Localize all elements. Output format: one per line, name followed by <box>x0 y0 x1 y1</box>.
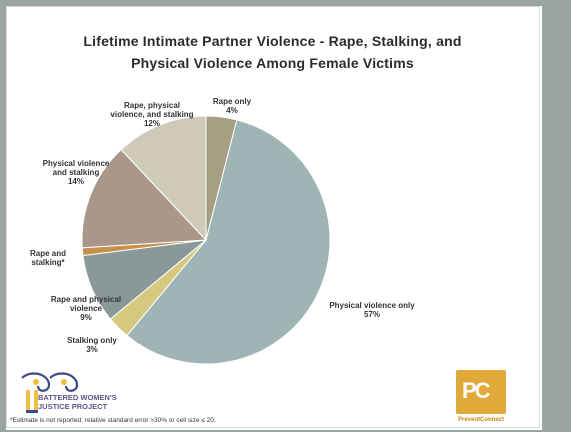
data-label-rape-and-stalking: Rape and stalking* <box>30 249 66 267</box>
bwjp-name: BATTERED WOMEN'S JUSTICE PROJECT <box>38 393 117 411</box>
pc-letters: PC <box>462 378 491 403</box>
data-label-rape-physical-violence-and-stalking: Rape, physical violence, and stalking 12% <box>110 101 193 128</box>
chart-title-line-2: Physical Violence Among Female Victims <box>131 55 414 71</box>
chart-title-line-1: Lifetime Intimate Partner Violence - Rap… <box>83 33 462 49</box>
data-label-stalking-only: Stalking only 3% <box>67 336 117 354</box>
bwjp-line-2: JUSTICE PROJECT <box>38 402 108 411</box>
bwjp-logo-icon <box>21 372 79 413</box>
pie-slice-physical-violence-and-stalking <box>81 148 208 249</box>
data-label-rape-and-physical-violence: Rape and physical violence 9% <box>51 295 121 322</box>
pie-slice-rape-physical-violence-and-stalking <box>120 115 207 242</box>
pie-slice-physical-violence-only <box>126 119 331 365</box>
preventconnect-label: PreventConnect <box>457 417 504 423</box>
data-label-physical-violence-and-stalking: Physical violence and stalking 14% <box>43 159 110 186</box>
preventconnect-logo-icon: PC <box>456 370 506 414</box>
data-label-physical-violence-only: Physical violence only 57% <box>329 301 415 319</box>
chart-title: Lifetime Intimate Partner Violence - Rap… <box>20 30 525 74</box>
bwjp-line-1: BATTERED WOMEN'S <box>38 393 117 402</box>
footnote: *Estimate is not reported; relative stan… <box>10 417 216 424</box>
data-label-rape-only: Rape only 4% <box>213 97 252 115</box>
